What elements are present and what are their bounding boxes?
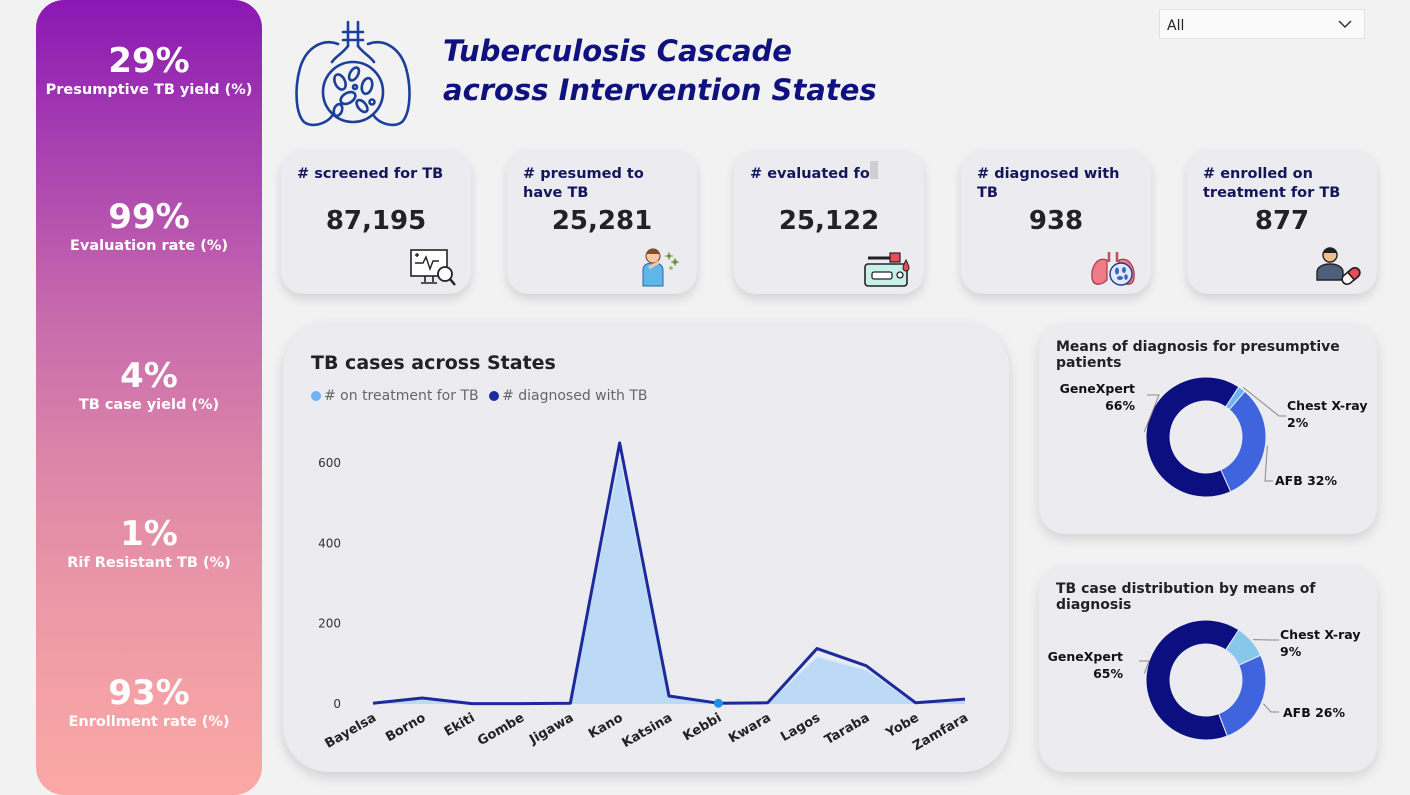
lungs-icon [292,18,414,132]
x-tick-label: Gombe [475,710,527,749]
kpi-label: Rif Resistant TB (%) [67,555,231,571]
diagnosed-line [372,441,966,706]
legend-dot [489,391,500,401]
tb-cases-chart-panel: TB cases across States # on treatment fo… [283,322,1009,772]
card-value: 877 [1254,206,1310,236]
x-tick-label: Katsina [620,710,675,751]
title-line-2: across Intervention States [443,73,877,107]
x-tick-label: Bayelsa [323,710,379,751]
donut-title: Means of diagnosis for presumptive patie… [1056,339,1340,371]
legend-label: # diagnosed with TB [502,388,648,404]
kpi-label: Presumptive TB yield (%) [45,82,253,98]
slice-label-pct: 9% [1280,644,1302,659]
card-label: # diagnosed with TB [977,166,1120,201]
coughing-person-icon [642,248,679,287]
y-tick-label: 0 [333,697,341,711]
x-tick-label: Taraba [822,710,872,748]
kpi-evaluation-rate[interactable]: 99% Evaluation rate (%) [36,198,262,254]
infected-lungs-icon [1091,252,1135,286]
case-distribution-donut: GeneXpert 65% Chest X-ray 9% AFB 26% [1048,619,1361,741]
kpi-rif-resistant[interactable]: 1% Rif Resistant TB (%) [36,515,262,571]
slice-label-name: Chest X-ray [1287,398,1368,413]
chart-title: TB cases across States [311,352,556,374]
treatment-line [372,456,966,705]
title-line-1: Tuberculosis Cascade [443,34,792,68]
legend-label: # on treatment for TB [324,388,479,404]
leader-line [1143,394,1160,433]
card-value: 25,281 [551,206,653,236]
treatment-area [373,456,965,704]
slice-label-pct: 2% [1287,415,1309,430]
chevron-down-icon [1338,20,1352,29]
y-tick-label: 400 [318,536,341,550]
card-presumed[interactable]: # presumed to have TB 25,281 [507,150,697,294]
donut-slice-afb[interactable] [1218,654,1267,737]
x-tick-label: Lagos [778,710,823,745]
test-device-icon [864,252,910,287]
card-label: # presumed to have TB [523,166,644,201]
kpi-presumptive-yield[interactable]: 29% Presumptive TB yield (%) [36,42,262,98]
y-tick-label: 200 [318,617,341,631]
card-enrolled[interactable]: # enrolled on treatment for TB 877 [1187,150,1377,294]
x-tick-label: Borno [383,710,428,745]
kpi-enrollment-rate[interactable]: 93% Enrollment rate (%) [36,674,262,730]
kpi-label: Enrollment rate (%) [68,714,230,730]
kpi-case-yield[interactable]: 4% TB case yield (%) [36,357,262,413]
leader-line [1242,386,1286,417]
x-tick-label: Kwara [726,710,773,746]
leader-line [1262,703,1279,713]
card-value: 938 [1028,206,1084,236]
leader-line [1264,445,1273,482]
slice-label-name: AFB 26% [1283,705,1345,720]
legend-dot [311,391,321,401]
kpi-value: 1% [120,514,178,554]
donut-slice-afb[interactable] [1220,390,1267,493]
legend-item-diagnosed[interactable]: # diagnosed with TB [489,388,647,404]
case-distribution-panel: TB case distribution by means of diagnos… [1039,566,1377,772]
slice-label-name: AFB 32% [1275,473,1337,488]
slice-label-pct: 65% [1093,666,1123,681]
donut-slice-genexpert[interactable] [1145,619,1240,741]
x-tick-label: Jigawa [526,710,576,748]
card-diagnosed[interactable]: # diagnosed with TB 938 [961,150,1151,294]
x-tick-label: Zamfara [910,710,971,754]
slice-label-name: GeneXpert [1060,381,1135,396]
treatment-point[interactable] [713,698,723,708]
donut-slice-genexpert[interactable] [1145,376,1240,498]
card-screened[interactable]: # screened for TB 87,195 [281,150,471,294]
card-label: # enrolled on treatment for TB [1203,166,1341,201]
filter-selected-value: All [1167,18,1185,34]
legend-item-treatment[interactable]: # on treatment for TB [311,388,479,404]
kpi-sidebar: 29% Presumptive TB yield (%) 99% Evaluat… [36,0,262,795]
slice-label-pct: 66% [1105,398,1135,413]
chart-legend: # on treatment for TB # diagnosed with T… [311,388,653,404]
card-evaluated[interactable]: # evaluated for 25,122 [734,150,924,294]
card-label: # evaluated for [750,166,877,182]
card-value: 25,122 [778,206,880,236]
page-title: Tuberculosis Cascade across Intervention… [443,32,923,110]
slice-label-name: Chest X-ray [1280,627,1361,642]
state-filter-dropdown[interactable]: All [1159,9,1365,39]
patient-pill-icon [1316,247,1361,286]
overflow-indicator [870,161,878,179]
diagnosis-means-donut: GeneXpert 66% Chest X-ray 2% AFB 32% [1060,376,1368,498]
slice-label-name: GeneXpert [1048,649,1123,664]
donut-title: TB case distribution by means of diagnos… [1056,581,1316,613]
card-value: 87,195 [325,206,427,236]
kpi-value: 29% [108,41,190,81]
kpi-value: 93% [108,673,190,713]
kpi-label: Evaluation rate (%) [70,238,228,254]
diagnosis-means-panel: Means of diagnosis for presumptive patie… [1039,324,1377,534]
monitor-search-icon [410,249,456,286]
y-tick-label: 600 [318,456,341,470]
x-tick-label: Ekiti [442,710,478,739]
x-tick-label: Kebbi [681,710,725,744]
card-label: # screened for TB [297,166,444,182]
kpi-value: 99% [108,197,190,237]
kpi-value: 4% [120,356,178,396]
kpi-label: TB case yield (%) [78,397,220,413]
leader-line [1139,660,1150,674]
